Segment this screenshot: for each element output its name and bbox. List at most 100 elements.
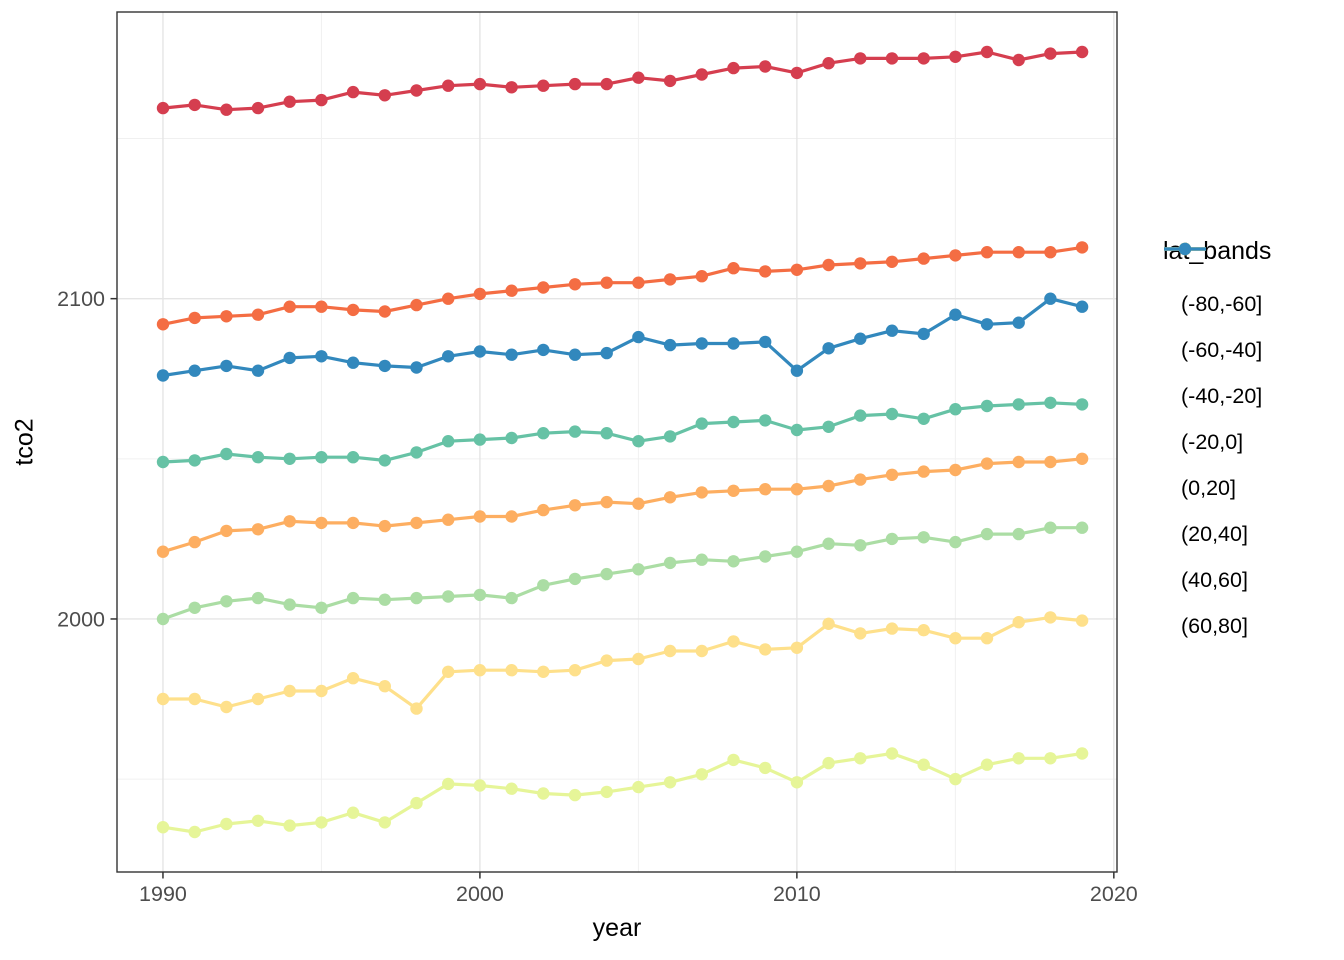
data-point	[378, 680, 391, 693]
data-point	[822, 342, 835, 355]
legend-entry-label: (0,20]	[1181, 475, 1236, 500]
x-axis-title: year	[592, 914, 642, 942]
data-point	[188, 535, 201, 549]
data-point	[917, 758, 930, 771]
data-point	[188, 692, 201, 706]
data-point	[949, 50, 962, 63]
data-point	[885, 52, 899, 65]
data-point	[156, 455, 170, 469]
data-point	[885, 407, 899, 421]
data-point	[251, 101, 265, 115]
series-line	[161, 401, 1084, 464]
data-point	[188, 311, 201, 325]
data-point	[283, 452, 296, 465]
series-line	[161, 245, 1084, 326]
data-point	[442, 292, 455, 305]
data-point	[410, 591, 423, 605]
data-point	[346, 516, 360, 530]
data-point	[727, 555, 740, 568]
data-point	[283, 351, 296, 365]
data-point	[156, 545, 170, 558]
data-point	[410, 796, 423, 810]
data-point	[1044, 396, 1057, 409]
data-point	[917, 52, 930, 65]
legend-entry-label: (40,60]	[1181, 567, 1248, 592]
data-point	[1075, 521, 1089, 534]
data-point	[442, 435, 455, 448]
data-point	[663, 644, 677, 658]
data-point	[759, 483, 772, 496]
data-point	[315, 816, 328, 829]
data-point	[632, 435, 645, 448]
data-point	[156, 612, 170, 626]
data-point	[346, 672, 360, 685]
data-point	[885, 532, 899, 546]
data-point	[695, 486, 708, 499]
data-point	[537, 665, 550, 678]
data-point	[1044, 47, 1057, 60]
data-point	[695, 553, 708, 566]
data-point	[1075, 452, 1089, 465]
data-point	[1012, 752, 1025, 765]
legend-entry-(20,40]: (20,40]	[1164, 242, 1271, 557]
data-point	[695, 337, 708, 350]
data-point	[854, 539, 867, 552]
data-point	[1075, 614, 1089, 627]
data-point	[980, 632, 994, 645]
data-point	[346, 85, 360, 99]
legend-entry-(0,20]: (0,20]	[1164, 242, 1271, 511]
data-point	[442, 350, 455, 363]
legend-entry-(-60,-40]: (-60,-40]	[1164, 242, 1271, 373]
data-point	[283, 684, 296, 698]
data-point	[1012, 616, 1025, 629]
x-tick-label: 1990	[139, 882, 187, 906]
data-point	[790, 483, 804, 496]
data-point	[1044, 292, 1057, 305]
data-point	[949, 535, 962, 549]
data-point	[378, 454, 391, 467]
data-point	[822, 537, 835, 550]
data-point	[188, 364, 201, 377]
data-point	[1075, 45, 1089, 59]
data-point	[315, 684, 328, 698]
data-point	[346, 806, 360, 819]
data-point	[568, 348, 582, 361]
data-point	[442, 513, 455, 526]
data-point	[505, 510, 518, 523]
data-point	[695, 417, 708, 430]
x-tick-label: 2010	[773, 882, 821, 906]
data-point	[505, 348, 518, 361]
data-point	[980, 246, 994, 259]
series-line	[161, 297, 1084, 378]
data-point	[790, 641, 804, 654]
data-point	[727, 635, 740, 648]
data-point	[537, 503, 550, 517]
data-point	[378, 305, 391, 318]
data-point	[632, 652, 645, 666]
data-point	[188, 825, 201, 839]
data-point	[251, 308, 265, 321]
data-point	[251, 523, 265, 536]
data-point	[663, 776, 677, 789]
data-point	[378, 89, 391, 102]
data-point	[505, 81, 518, 94]
data-point	[949, 772, 962, 786]
data-point	[822, 420, 835, 433]
data-point	[505, 284, 518, 297]
grid-major	[117, 12, 1117, 872]
data-point	[1044, 611, 1057, 624]
data-point	[917, 624, 930, 637]
data-point	[442, 590, 455, 603]
data-point	[759, 335, 772, 349]
data-point	[473, 77, 487, 91]
data-point	[1075, 747, 1089, 760]
data-point	[854, 627, 867, 640]
data-point	[568, 572, 582, 586]
data-point	[854, 332, 867, 345]
data-point	[790, 66, 804, 80]
data-point	[663, 338, 677, 352]
data-point	[727, 753, 740, 767]
data-point	[251, 591, 265, 605]
data-point	[1044, 521, 1057, 534]
data-point	[695, 644, 708, 658]
